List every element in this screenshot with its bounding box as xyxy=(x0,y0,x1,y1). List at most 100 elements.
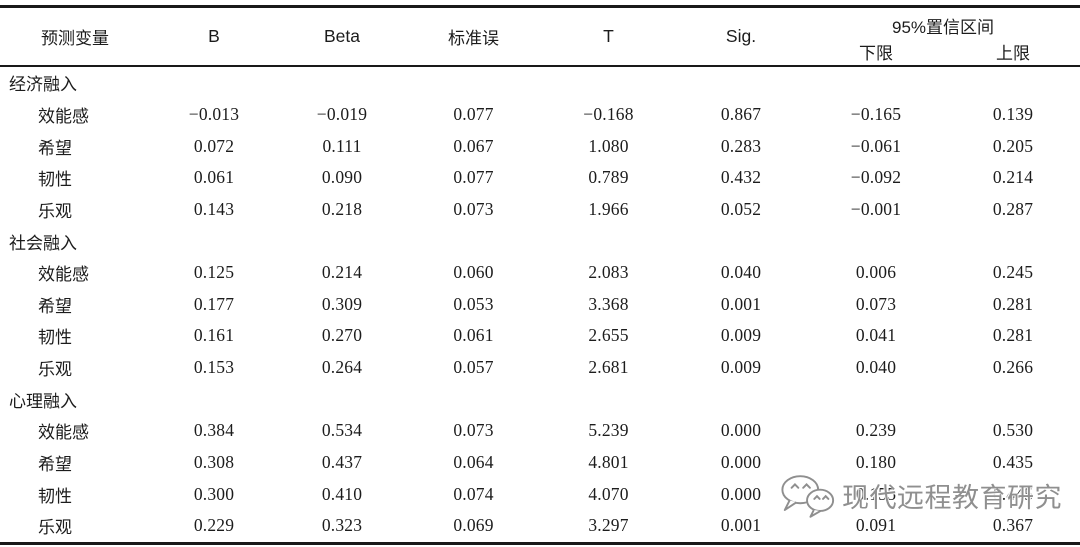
cell-value: −0.092 xyxy=(850,167,902,188)
cell-value: 0.040 xyxy=(720,262,762,283)
cell-value: 0.214 xyxy=(321,262,363,283)
cell-value: 2.681 xyxy=(588,357,629,378)
cell-value: 0.090 xyxy=(321,167,363,188)
cell-value: 0.052 xyxy=(720,198,762,219)
cell-value: 0.435 xyxy=(992,452,1034,472)
cell-value: 0.053 xyxy=(453,293,494,314)
cell-value: 0.218 xyxy=(321,198,363,219)
cell-value: −0.001 xyxy=(850,198,902,219)
cell-value: 4.070 xyxy=(588,483,629,504)
cell-value: 0.009 xyxy=(720,325,762,346)
cell-value: 2.655 xyxy=(588,325,629,346)
cell-value: 0.239 xyxy=(855,420,897,441)
cell-value: 0.000 xyxy=(720,483,762,504)
cell-value: 0.001 xyxy=(720,515,762,536)
cell-value: 0.073 xyxy=(453,420,494,441)
cell-value: 0.139 xyxy=(992,103,1034,124)
table-row: 希望 0.308 0.437 0.064 4.801 0.000 0.180 0.435 xyxy=(0,447,1080,479)
cell-value: 0.229 xyxy=(193,515,235,536)
predictor-label: 效能感 xyxy=(38,265,89,285)
cell-value: 0.245 xyxy=(992,262,1034,283)
col-header-se: 标准误 xyxy=(448,29,499,48)
cell-value: 0.270 xyxy=(321,325,363,346)
cell-value: 0.530 xyxy=(992,420,1034,441)
col-header-beta: Beta xyxy=(324,26,360,46)
cell-value: 0.073 xyxy=(453,198,494,219)
cell-value: 0.000 xyxy=(720,420,762,441)
predictor-label: 效能感 xyxy=(38,423,89,443)
cell-value: 4.801 xyxy=(588,452,629,472)
cell-value: 0.074 xyxy=(453,483,494,504)
table-row: 效能感 −0.013 −0.019 0.077 −0.168 0.867 −0.165 0.1… xyxy=(0,99,1080,131)
section-header-row: 社会融入 xyxy=(0,225,1080,257)
cell-value: 0.040 xyxy=(855,357,897,378)
col-header-predictor: 预测变量 xyxy=(41,29,109,48)
col-header-b: B xyxy=(208,26,220,46)
table-row: 韧性 0.300 0.410 0.074 4.070 0.000 0.155 0.445 xyxy=(0,478,1080,510)
predictor-label: 韧性 xyxy=(38,486,72,506)
cell-value: 0.281 xyxy=(992,293,1034,314)
table-body: 经济融入 效能感 −0.013 −0.019 0.077 −0.168 0.867 −0.16… xyxy=(0,66,1080,543)
table-header: 预测变量 B Beta 标准误 T Sig. 95%置信区间 下限 上限 xyxy=(0,7,1080,66)
cell-value: 3.297 xyxy=(588,515,629,536)
cell-value: 0.001 xyxy=(720,293,762,314)
cell-value: 0.437 xyxy=(321,452,363,472)
col-header-ci: 95%置信区间 xyxy=(891,17,995,37)
predictor-label: 希望 xyxy=(38,296,72,316)
table-row: 效能感 0.125 0.214 0.060 2.083 0.040 0.006 0.245 xyxy=(0,257,1080,289)
cell-value: 0.266 xyxy=(992,357,1034,378)
predictor-label: 希望 xyxy=(38,138,72,158)
table-row: 效能感 0.384 0.534 0.073 5.239 0.000 0.239 0.530 xyxy=(0,415,1080,447)
cell-value: 0.534 xyxy=(321,420,363,441)
table-row: 乐观 0.229 0.323 0.069 3.297 0.001 0.091 0.367 xyxy=(0,510,1080,543)
section-name: 经济融入 xyxy=(9,75,77,95)
cell-value: 0.057 xyxy=(453,357,494,378)
cell-value: 0.384 xyxy=(193,420,235,441)
table-row: 韧性 0.061 0.090 0.077 0.789 0.432 −0.092 0.214 xyxy=(0,162,1080,194)
cell-value: 0.069 xyxy=(453,515,494,536)
col-header-sig: Sig. xyxy=(725,26,757,46)
cell-value: 0.323 xyxy=(321,515,363,536)
cell-value: 2.083 xyxy=(588,262,629,283)
cell-value: 0.153 xyxy=(193,357,235,378)
cell-value: 0.041 xyxy=(855,325,897,346)
predictor-label: 效能感 xyxy=(38,106,89,126)
cell-value: 0.077 xyxy=(453,103,494,124)
cell-value: 0.067 xyxy=(453,135,494,156)
predictor-label: 乐观 xyxy=(38,201,72,221)
cell-value: 5.239 xyxy=(588,420,629,441)
table-row: 乐观 0.143 0.218 0.073 1.966 0.052 −0.001 0.287 xyxy=(0,194,1080,226)
cell-value: −0.165 xyxy=(850,103,902,124)
section-name: 心理融入 xyxy=(9,391,77,411)
cell-value: 0.072 xyxy=(193,135,235,156)
cell-value: 0.125 xyxy=(193,262,235,283)
cell-value: −0.168 xyxy=(583,103,634,124)
cell-value: 1.966 xyxy=(588,198,629,219)
predictor-label: 乐观 xyxy=(38,518,72,538)
cell-value: 0.283 xyxy=(720,135,762,156)
table-row: 乐观 0.153 0.264 0.057 2.681 0.009 0.040 0.266 xyxy=(0,352,1080,384)
predictor-label: 乐观 xyxy=(38,360,72,380)
cell-value: 0.445 xyxy=(992,483,1034,504)
col-header-ci-upper: 上限 xyxy=(996,44,1030,63)
cell-value: 0.432 xyxy=(720,167,762,188)
predictor-label: 韧性 xyxy=(38,328,72,348)
cell-value: 0.009 xyxy=(720,357,762,378)
col-header-t: T xyxy=(603,26,614,46)
section-header-row: 心理融入 xyxy=(0,383,1080,415)
cell-value: 0.308 xyxy=(193,452,235,472)
cell-value: 0.061 xyxy=(453,325,494,346)
cell-value: 0.161 xyxy=(193,325,235,346)
cell-value: 0.155 xyxy=(855,483,897,504)
cell-value: 0.309 xyxy=(321,293,363,314)
predictor-label: 韧性 xyxy=(38,170,72,190)
regression-table: 预测变量 B Beta 标准误 T Sig. 95%置信区间 下限 上限 经济融… xyxy=(0,5,1080,545)
cell-value: 0.000 xyxy=(720,452,762,472)
col-header-ci-lower: 下限 xyxy=(859,44,893,63)
cell-value: 0.789 xyxy=(588,167,629,188)
cell-value: 0.077 xyxy=(453,167,494,188)
section-name: 社会融入 xyxy=(9,233,77,253)
cell-value: 3.368 xyxy=(588,293,629,314)
table-row: 韧性 0.161 0.270 0.061 2.655 0.009 0.041 0.281 xyxy=(0,320,1080,352)
